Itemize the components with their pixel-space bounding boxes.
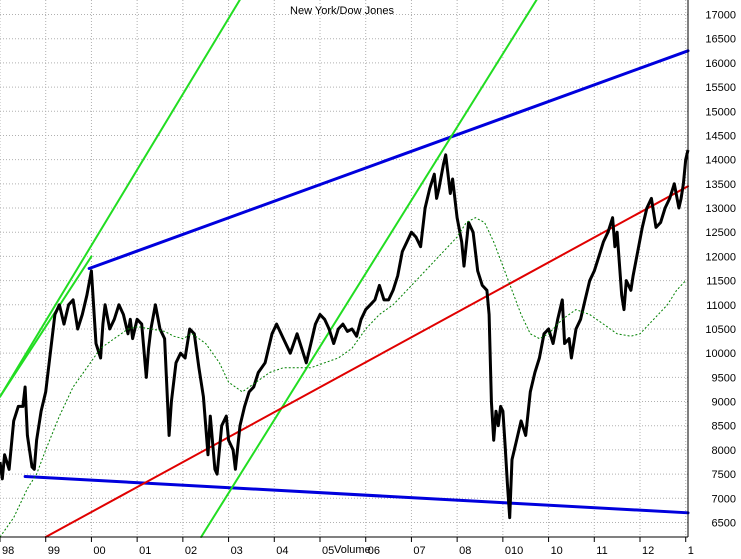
x-tick-label: 010 — [505, 545, 523, 557]
y-tick-label: 9000 — [712, 397, 736, 409]
y-tick-label: 14500 — [705, 130, 736, 142]
x-tick-label: 05 — [322, 545, 334, 557]
series-layer — [0, 149, 690, 538]
x-tick-label: 02 — [185, 545, 197, 557]
moving-average-line — [0, 217, 687, 538]
x-tick-label: 08 — [459, 545, 471, 557]
green_channel-trendline — [0, 0, 241, 398]
y-tick-label: 12500 — [705, 227, 736, 239]
y-tick-label: 11500 — [706, 276, 736, 288]
x-tick-label: 03 — [231, 545, 243, 557]
y-tick-label: 16500 — [705, 34, 736, 46]
y-tick-label: 13000 — [705, 203, 736, 215]
x-tick-label: 98 — [2, 545, 14, 557]
support-trendline — [23, 475, 690, 515]
y-tick-label: 11000 — [706, 300, 736, 312]
green_channel-trendline — [200, 0, 538, 538]
y-tick-label: 14000 — [705, 155, 736, 167]
y-tick-label: 17000 — [705, 10, 736, 22]
y-tick-label: 8500 — [712, 421, 736, 433]
x-tick-label: 99 — [48, 545, 60, 557]
x-tick-label: 10 — [551, 545, 563, 557]
volume-label: Volume — [334, 544, 371, 556]
x-tick-label: 06 — [368, 545, 380, 557]
x-tick-label: 04 — [276, 545, 288, 557]
y-tick-label: 10500 — [705, 324, 736, 336]
x-tick-label: 11 — [596, 545, 607, 557]
x-tick-label: 1 — [688, 545, 694, 557]
resistance-trendline — [87, 49, 690, 270]
y-tick-label: 9500 — [712, 372, 736, 384]
x-tick-label: 07 — [413, 545, 425, 557]
y-tick-label: 7500 — [712, 469, 736, 481]
y-tick-label: 16000 — [705, 58, 736, 70]
y-tick-label: 15000 — [705, 106, 736, 118]
trendline-layer — [0, 0, 690, 538]
red_trend-trendline — [44, 185, 689, 538]
grid-layer — [0, 0, 688, 537]
x-tick-label: 00 — [93, 545, 105, 557]
y-tick-label: 7000 — [712, 493, 736, 505]
y-tick-label: 12000 — [705, 251, 736, 263]
x-tick-label: 01 — [139, 545, 151, 557]
y-tick-label: 6500 — [712, 517, 736, 529]
y-tick-label: 8000 — [712, 445, 736, 457]
x-tick-label: 12 — [642, 545, 654, 557]
chart-title: New York/Dow Jones — [290, 5, 394, 17]
y-tick-label: 13500 — [705, 179, 736, 191]
y-tick-label: 10000 — [705, 348, 736, 360]
y-tick-label: 15500 — [705, 82, 736, 94]
price-series-line — [0, 149, 690, 520]
